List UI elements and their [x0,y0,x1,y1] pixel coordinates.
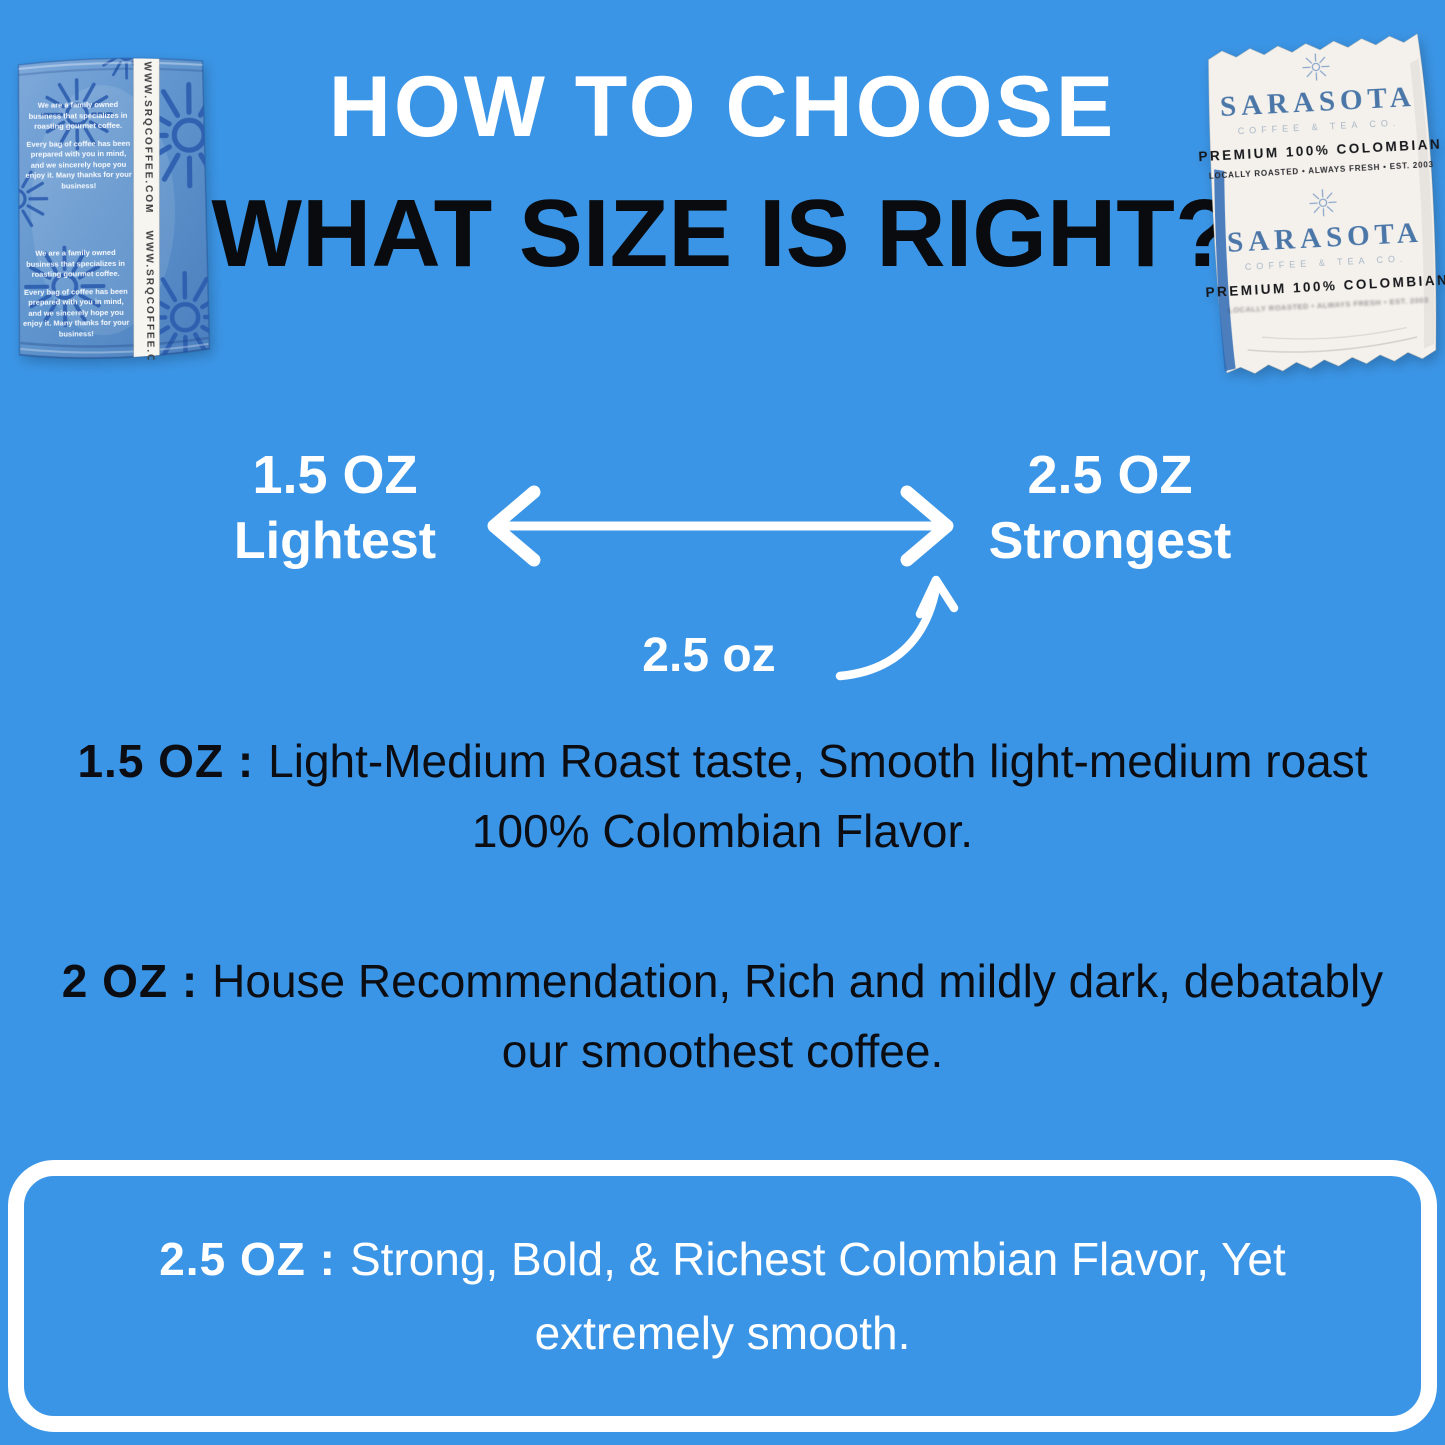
double-arrow-icon [487,485,954,567]
size-label: 2 OZ : [61,955,199,1007]
scale-right-word: Strongest [988,512,1232,570]
main-title: HOW TO CHOOSE [328,59,1117,155]
size-description-1-5oz: 1.5 OZ : Light-Medium Roast taste, Smooth… [60,726,1385,866]
right-coffee-packet-photo: SARASOTA COFFEE & TEA CO. PREMIUM 100% C… [1191,18,1445,386]
size-text: Strong, Bold, & Richest Colombian Flavor… [349,1233,1286,1359]
size-text: House Recommendation, Rich and mildly da… [212,955,1384,1077]
scale-right-label: 2.5 OZ Strongest [985,442,1235,574]
sunburst-logo-icon [1309,189,1337,217]
left-coffee-packet-photo: WWW.SRQCOFFEE.COM WWW.SRQCOFFEE.COM We a… [6,49,215,369]
sunburst-logo-icon [1302,53,1330,81]
scale-left-size: 1.5 OZ [252,445,418,505]
size-label: 1.5 OZ : [77,735,255,787]
packet-blurb: Every bag of coffee has been prepared wi… [23,286,130,339]
white-packet-graphic [1207,32,1437,375]
scale-left-label: 1.5 OZ Lightest [225,442,445,574]
scale-left-word: Lightest [233,512,437,570]
product-tagline: LOCALLY ROASTED • ALWAYS FRESH • EST. 20… [1208,159,1435,181]
highlight-box: 2.5 OZ : Strong, Bold, & Richest Colombia… [8,1160,1437,1432]
subtitle: WHAT SIZE IS RIGHT? [211,180,1234,287]
size-label: 2.5 OZ : [159,1233,336,1285]
product-tagline-blurred: LOCALLY ROASTED • ALWAYS FRESH • EST. 20… [1227,295,1429,315]
size-description-2-5oz: 2.5 OZ : Strong, Bold, & Richest Colombia… [79,1222,1366,1370]
size-text: Light-Medium Roast taste, Smooth light-m… [268,735,1368,857]
curved-arrow-icon [835,575,959,681]
scale-right-size: 2.5 OZ [1027,445,1193,505]
blue-packet-graphic [16,57,211,360]
callout-size-label: 2.5 oz [642,629,776,682]
product-name: PREMIUM 100% COLOMBIAN [1198,136,1443,165]
packet-label: SARASOTA COFFEE & TEA CO. PREMIUM 100% C… [1198,47,1445,369]
size-description-2oz: 2 OZ : House Recommendation, Rich and mil… [60,946,1385,1086]
